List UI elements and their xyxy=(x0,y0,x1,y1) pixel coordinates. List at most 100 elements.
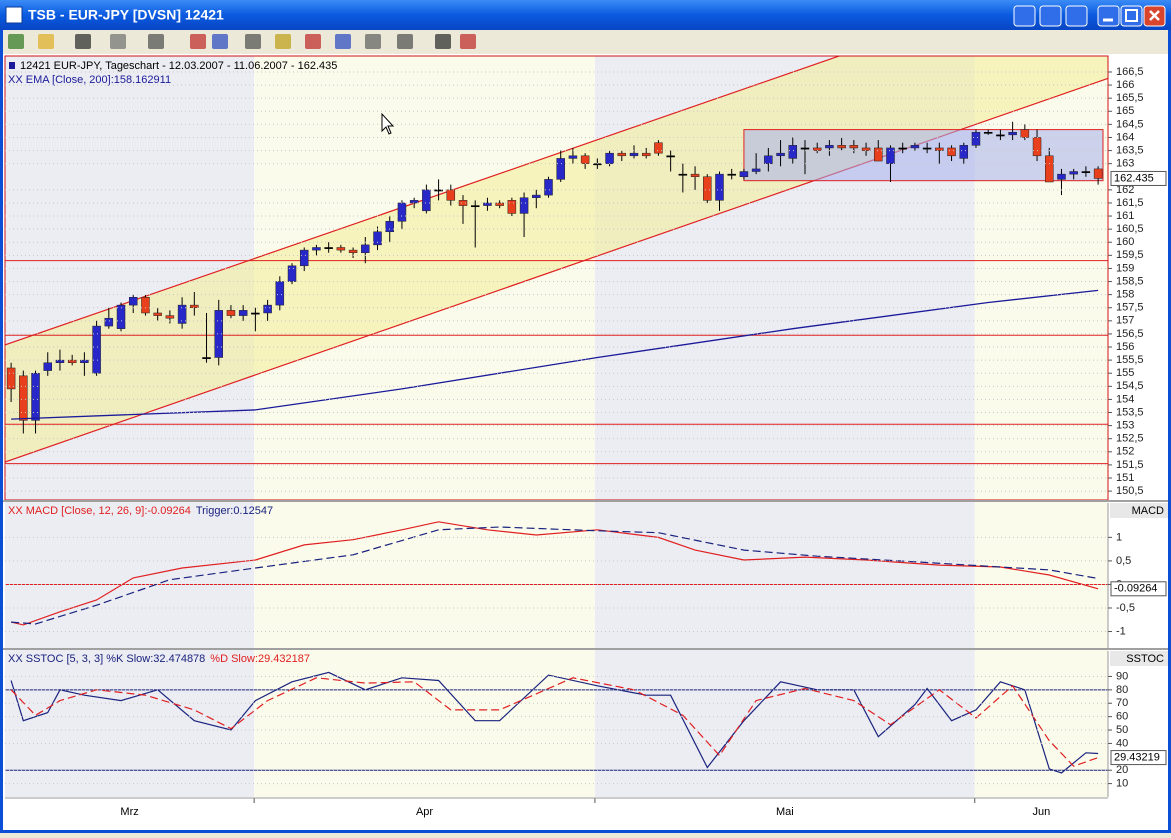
candle-body xyxy=(971,131,981,146)
candle-body xyxy=(43,362,52,371)
candle-body xyxy=(128,297,138,306)
y-tick-label: 150,5 xyxy=(1116,485,1144,497)
candle-body xyxy=(947,147,956,157)
candle-body xyxy=(678,173,688,176)
toolbar-button[interactable] xyxy=(8,34,24,49)
toolbar-button[interactable] xyxy=(212,34,228,49)
toolbar-button[interactable] xyxy=(365,34,381,49)
candle-body xyxy=(641,152,651,157)
candle-body xyxy=(556,158,565,180)
candle-body xyxy=(959,145,969,159)
candle-body xyxy=(495,202,504,206)
y-tick-label: 156,5 xyxy=(1116,328,1144,340)
candle-body xyxy=(922,147,932,150)
window-title: TSB - EUR-JPY [DVSN] 12421 xyxy=(28,7,224,23)
y-tick-label: 157 xyxy=(1116,315,1134,327)
candle-body xyxy=(226,310,236,316)
legend-text: 12421 EUR-JPY, Tageschart - 12.03.2007 -… xyxy=(20,60,337,72)
y-tick-label: 152,5 xyxy=(1116,433,1144,445)
y-tick-label: 166 xyxy=(1116,79,1134,91)
toolbar-button[interactable] xyxy=(275,34,291,49)
y-tick-label: 165,5 xyxy=(1116,92,1144,104)
y-tick-label: 155 xyxy=(1116,367,1134,379)
candle-body xyxy=(654,142,663,154)
toolbar-button[interactable] xyxy=(75,34,91,49)
candle-body xyxy=(104,317,114,327)
candle-body xyxy=(617,152,627,157)
legend-text: %D Slow:29.432187 xyxy=(210,653,310,665)
tool-button[interactable] xyxy=(1013,5,1036,27)
candle-body xyxy=(165,315,175,319)
candle-body xyxy=(116,304,126,329)
last-value-box xyxy=(1110,750,1167,766)
y-tick-label: 70 xyxy=(1116,697,1128,709)
candle-body xyxy=(849,145,859,149)
toolbar-button[interactable] xyxy=(110,34,126,49)
candle-body xyxy=(92,325,101,374)
y-tick-label: 155,5 xyxy=(1116,354,1144,366)
candle-body xyxy=(703,176,712,201)
y-tick-label: 0,5 xyxy=(1116,555,1131,567)
candle-body xyxy=(580,155,590,164)
title-bar xyxy=(0,0,1171,30)
candle-body xyxy=(153,312,162,316)
candle-body xyxy=(287,265,297,282)
candle-body xyxy=(1081,171,1091,173)
month-label: Mai xyxy=(776,806,794,818)
tool-button[interactable] xyxy=(1065,5,1088,27)
y-tick-label: 157,5 xyxy=(1116,302,1144,314)
candle-body xyxy=(1032,137,1042,157)
y-tick-label: 160,5 xyxy=(1116,223,1144,235)
candle-body xyxy=(996,134,1005,137)
main-plot xyxy=(5,56,1108,465)
candle-body xyxy=(31,372,40,421)
app-icon xyxy=(5,6,23,24)
candle-body xyxy=(739,171,749,178)
candle-body xyxy=(238,310,248,316)
candle-body xyxy=(312,247,321,251)
candle-body xyxy=(751,168,761,172)
candle-body xyxy=(605,152,614,164)
candle-body xyxy=(483,202,492,206)
month-label: Jun xyxy=(1033,806,1051,818)
y-tick-label: 153 xyxy=(1116,420,1134,432)
tool-button[interactable] xyxy=(1039,5,1062,27)
y-tick-label: 60 xyxy=(1116,711,1128,723)
toolbar-button[interactable] xyxy=(38,34,54,49)
toolbar-button[interactable] xyxy=(335,34,351,49)
candle-body xyxy=(690,173,700,178)
toolbar-button[interactable] xyxy=(460,34,476,49)
toolbar-button[interactable] xyxy=(397,34,413,49)
last-value-label: 29.43219 xyxy=(1114,751,1160,763)
backgrounds xyxy=(5,56,1108,797)
y-tick-label: 50 xyxy=(1116,724,1128,736)
candle-body xyxy=(727,173,736,176)
candle-body xyxy=(764,155,773,164)
candle-body xyxy=(324,247,333,249)
toolbar-button[interactable] xyxy=(148,34,164,49)
y-tick-label: 166,5 xyxy=(1116,66,1144,78)
toolbar-button[interactable] xyxy=(190,34,206,49)
y-tick-label: 161,5 xyxy=(1116,197,1144,209)
candle-body xyxy=(837,145,846,149)
candle-body xyxy=(532,194,541,198)
y-tick-label: 163 xyxy=(1116,158,1134,170)
y-tick-label: 156 xyxy=(1116,341,1134,353)
y-tick-label: 164,5 xyxy=(1116,118,1144,130)
candle-body xyxy=(800,147,810,150)
minimize-button[interactable] xyxy=(1097,5,1120,27)
toolbar-button[interactable] xyxy=(305,34,321,49)
candle-body xyxy=(898,147,907,150)
candle-body xyxy=(886,147,895,164)
candle-body xyxy=(214,310,223,358)
candle-body xyxy=(385,221,394,233)
toolbar-button[interactable] xyxy=(245,34,261,49)
candle-body xyxy=(6,367,16,390)
toolbar-button[interactable] xyxy=(435,34,451,49)
panel-header-bg xyxy=(1110,503,1168,518)
candle-body xyxy=(1057,173,1066,180)
candle-body xyxy=(361,244,370,253)
candle-body xyxy=(715,173,724,201)
candle-body xyxy=(935,147,944,151)
